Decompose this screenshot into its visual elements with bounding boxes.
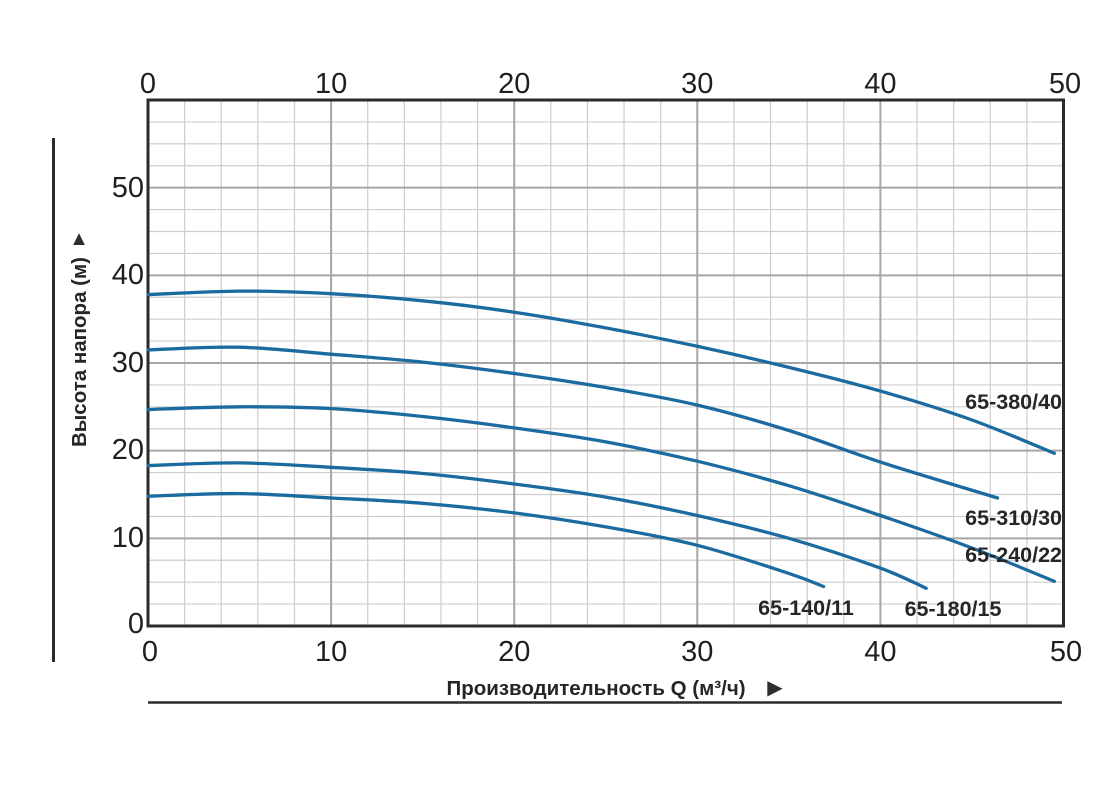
- series-label-65-140-11: 65-140/11: [758, 596, 854, 620]
- x-axis-title: Производительность Q (м³/ч): [446, 677, 745, 700]
- top-x-axis-ticks: 0 10 20 30 40 50: [140, 68, 1081, 100]
- right-arrow-icon: ▶: [767, 677, 783, 699]
- series-label-65-380-40: 65-380/40: [965, 390, 1062, 414]
- bottom-tick-40: 40: [864, 636, 896, 668]
- bottom-tick-30: 30: [681, 636, 713, 668]
- bottom-tick-0: 0: [142, 636, 158, 668]
- y-tick-20: 20: [112, 434, 144, 466]
- grid: [148, 100, 1064, 626]
- pump-curve-65-140/11: [146, 491, 826, 589]
- y-axis-ticks: 0 10 20 30 40 50: [112, 172, 144, 640]
- pump-curves: [146, 289, 1056, 590]
- top-tick-50: 50: [1049, 68, 1081, 100]
- y-tick-40: 40: [112, 259, 144, 291]
- series-label-65-240-22: 65-240/22: [965, 543, 1062, 567]
- bottom-tick-20: 20: [498, 636, 530, 668]
- bottom-x-axis-ticks: 0 10 20 30 40 50: [142, 636, 1082, 668]
- y-tick-10: 10: [112, 522, 144, 554]
- plot-border: [146, 98, 1065, 628]
- top-tick-10: 10: [315, 68, 347, 100]
- pump-curve-65-310/30: [146, 345, 1000, 500]
- up-arrow-icon: ▲: [69, 228, 89, 250]
- series-labels: 65-380/40 65-310/30 65-240/22 65-180/15 …: [758, 390, 1062, 621]
- y-tick-0: 0: [128, 608, 144, 640]
- top-tick-40: 40: [864, 68, 896, 100]
- series-label-65-310-30: 65-310/30: [965, 506, 1062, 530]
- top-tick-30: 30: [681, 68, 713, 100]
- pump-curve-65-180/15: [146, 461, 928, 590]
- y-tick-50: 50: [112, 172, 144, 204]
- pump-curve-65-240/22: [146, 405, 1056, 583]
- bottom-tick-10: 10: [315, 636, 347, 668]
- bottom-tick-50: 50: [1050, 636, 1082, 668]
- pump-curve-65-380/40: [146, 289, 1056, 455]
- top-tick-0: 0: [140, 68, 156, 100]
- y-tick-30: 30: [112, 347, 144, 379]
- y-axis-title: Высота напора (м): [68, 257, 91, 447]
- top-tick-20: 20: [498, 68, 530, 100]
- series-label-65-180-15: 65-180/15: [905, 597, 1002, 621]
